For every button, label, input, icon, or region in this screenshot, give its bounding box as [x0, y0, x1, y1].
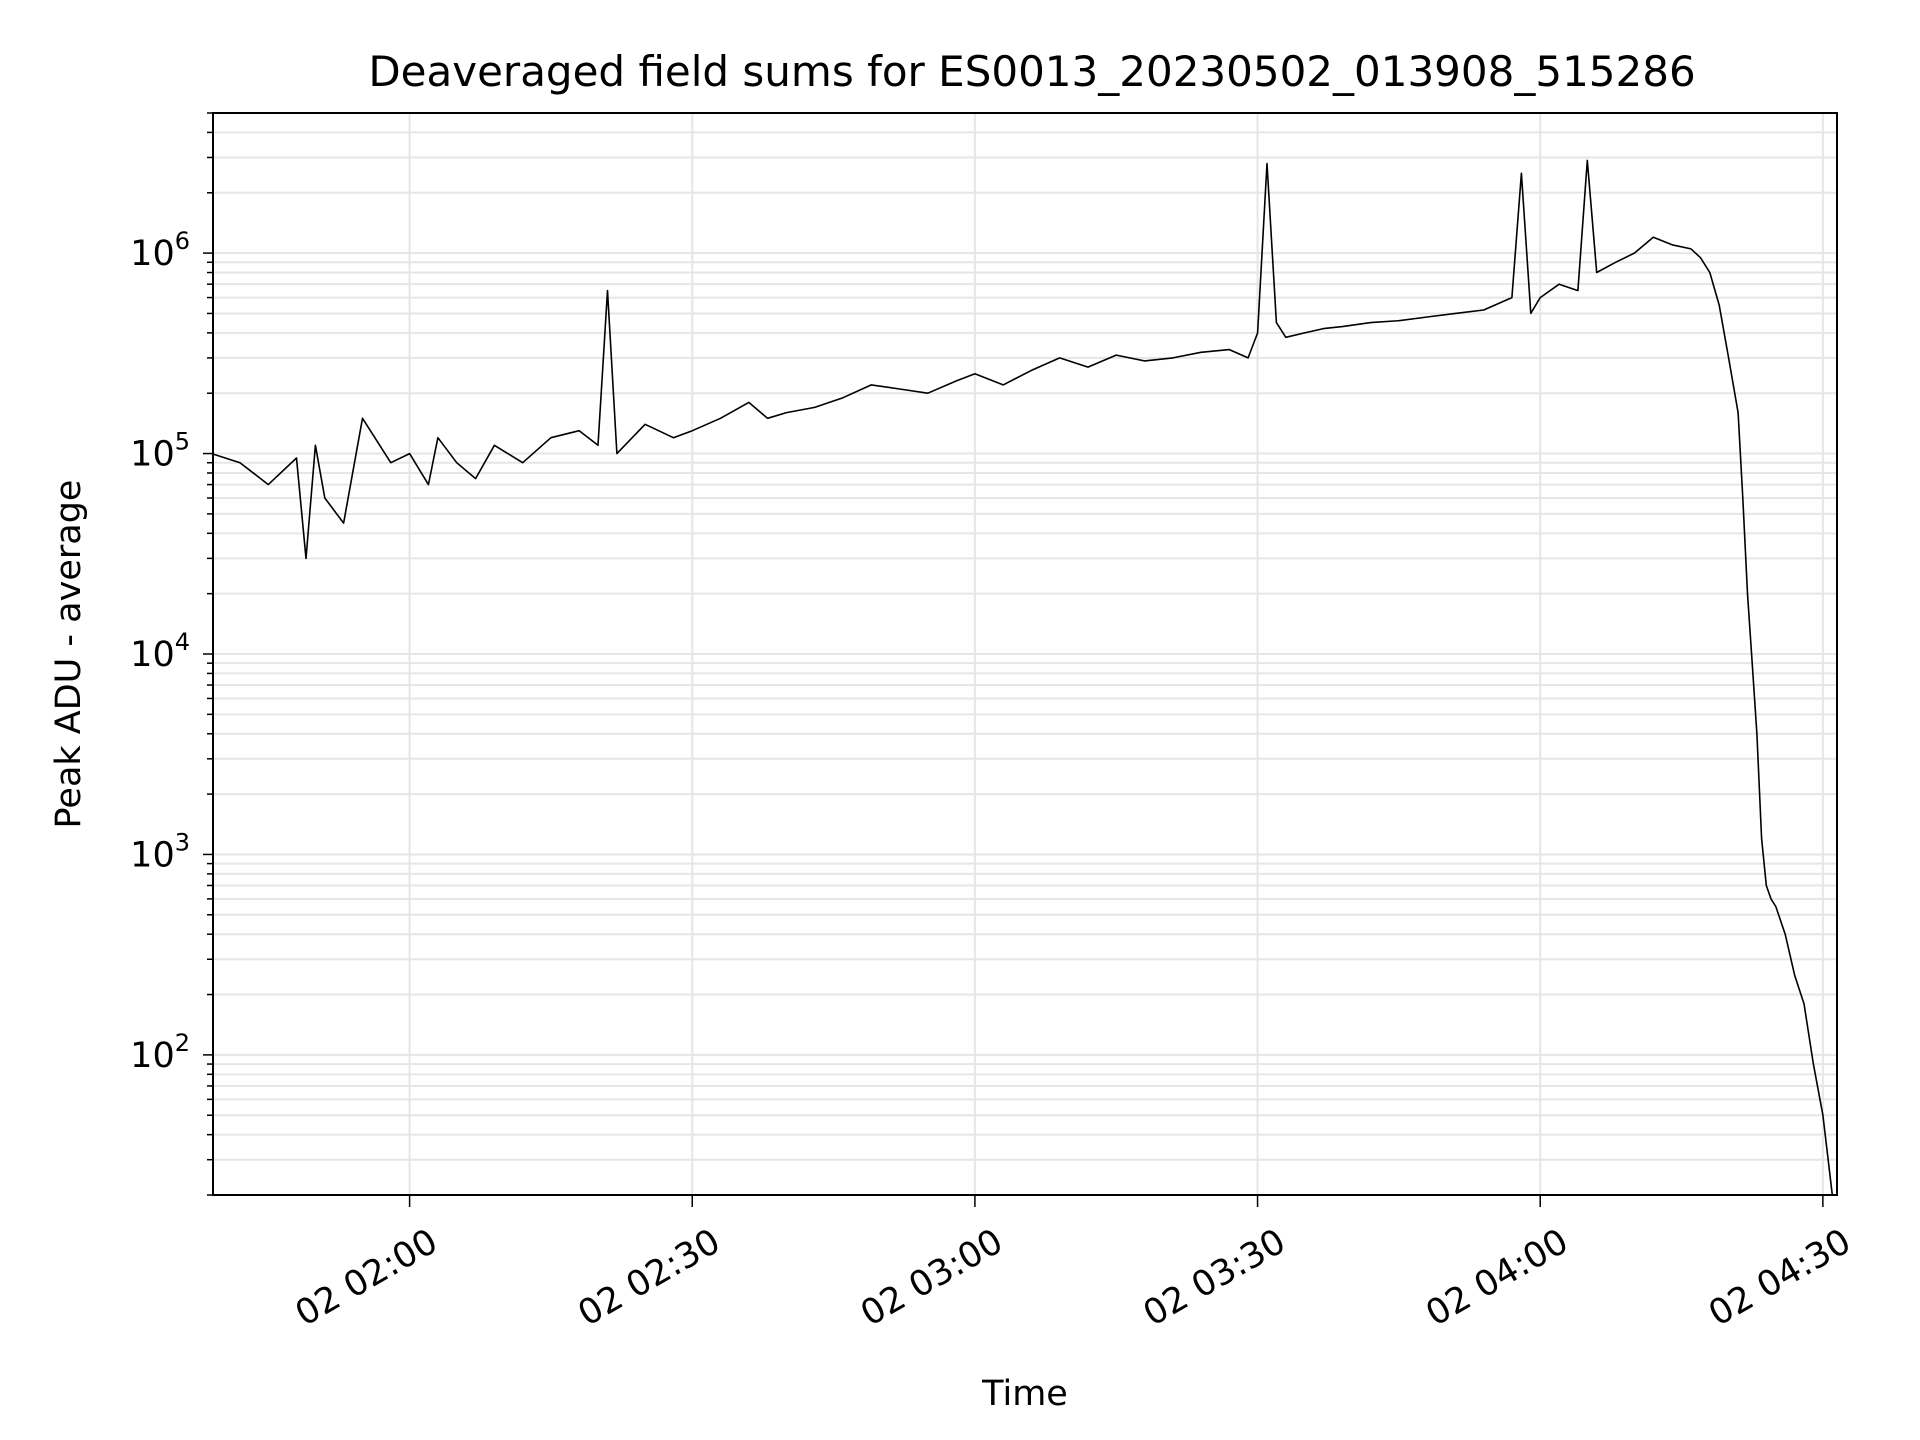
x-tick-label: 02 03:30: [1137, 1222, 1293, 1335]
y-tick-label: 102: [130, 1029, 190, 1076]
series-line: [211, 159, 1834, 1196]
x-tick-label: 02 03:00: [854, 1222, 1010, 1335]
y-tick-label: 104: [130, 628, 190, 675]
x-axis-label: Time: [981, 1374, 1068, 1414]
chart-title: Deaveraged field sums for ES0013_2023050…: [368, 47, 1695, 96]
x-tick-label: 02 02:00: [289, 1222, 445, 1335]
x-tick-label: 02 04:30: [1702, 1222, 1858, 1335]
y-tick-label: 105: [130, 428, 190, 475]
grid-layer: [213, 112, 1837, 1196]
y-tick-label: 103: [130, 828, 190, 875]
line-layer: [211, 159, 1834, 1196]
x-tick-label: 02 02:30: [572, 1222, 728, 1335]
tick-layer: 102 103 104 105 106 02 02:00 02 02:30 02 03:00 0…: [130, 112, 1858, 1335]
y-axis-label: Peak ADU - average: [49, 480, 89, 829]
x-tick-label: 02 04:00: [1420, 1222, 1576, 1335]
y-tick-label: 106: [130, 227, 190, 274]
